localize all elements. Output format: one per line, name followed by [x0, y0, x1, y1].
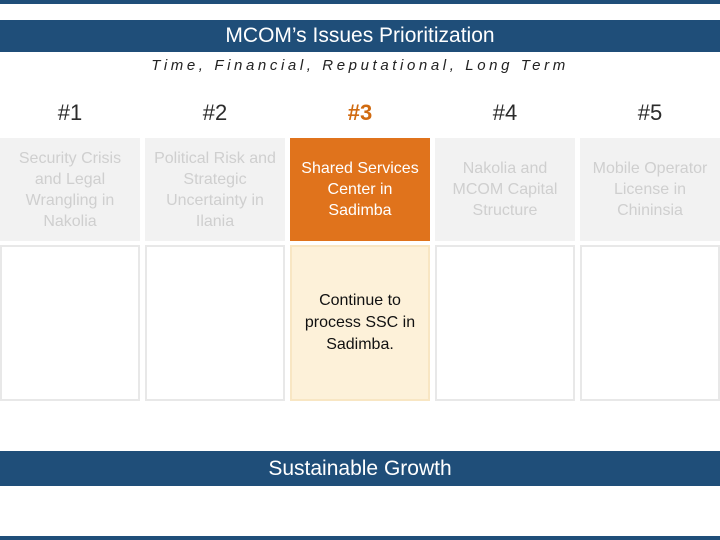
page-title: MCOM’s Issues Prioritization: [225, 24, 495, 47]
topic-card-3: Shared Services Center in Sadimba: [290, 138, 430, 241]
detail-card-5: [580, 245, 720, 401]
rank-1: #1: [57, 100, 83, 125]
topic-card-1: Security Crisis and Legal Wrangling in N…: [0, 138, 140, 241]
page-subtitle: Time, Financial, Reputational, Long Term: [151, 57, 569, 74]
topic-card-5: Mobile Operator License in Chininsia: [580, 138, 720, 241]
rank-2: #2: [202, 100, 228, 125]
rank-5: #5: [637, 100, 663, 125]
banner-label: Sustainable Growth: [268, 456, 452, 480]
detail-card-2: [145, 245, 285, 401]
bottom-rule: [0, 536, 720, 540]
detail-card-1: [0, 245, 140, 401]
detail-card-4: [435, 245, 575, 401]
detail-card-3: Continue to process SSC in Sadimba.: [290, 245, 430, 401]
title-banner: MCOM’s Issues Prioritization: [0, 20, 720, 52]
rank-4: #4: [492, 100, 518, 125]
topic-card-2: Political Risk and Strategic Uncertainty…: [145, 138, 285, 241]
rank-3: #3: [347, 100, 373, 125]
topic-card-4: Nakolia and MCOM Capital Structure: [435, 138, 575, 241]
top-rule: [0, 0, 720, 4]
sustainable-growth-banner: Sustainable Growth: [0, 451, 720, 486]
